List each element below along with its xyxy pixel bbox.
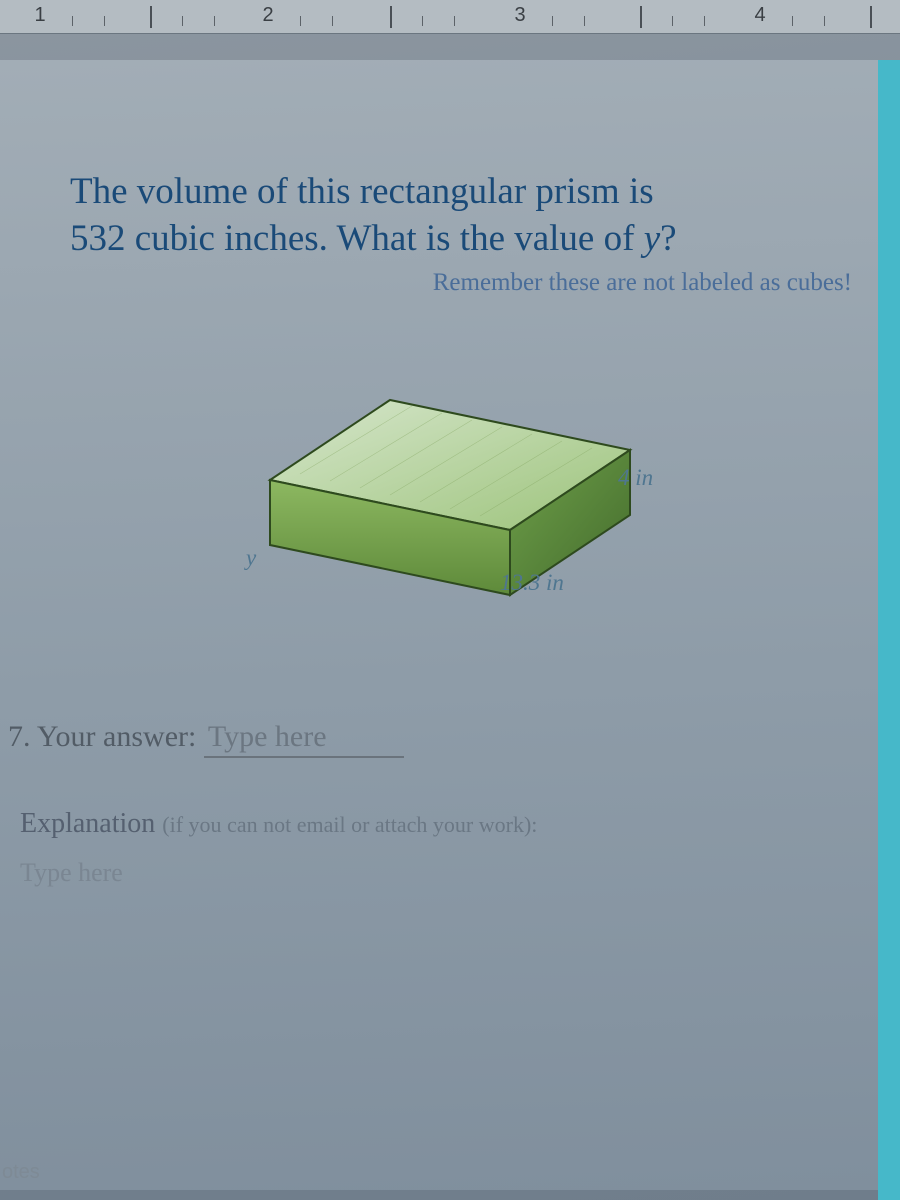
ruler-major-tick [870, 6, 872, 28]
ruler-minor-tick [422, 16, 423, 26]
ruler-track: 1 2 3 4 [0, 0, 900, 33]
ruler-number: 4 [754, 4, 765, 27]
question-variable: y [644, 218, 660, 259]
answer-number: 7. [8, 720, 31, 753]
ruler-major-tick [390, 6, 392, 28]
prism-height-label: y [246, 545, 256, 571]
prism-width-label: 13.3 in [500, 570, 564, 596]
ruler-minor-tick [792, 16, 793, 26]
footer-fragment: otes [2, 1161, 40, 1184]
ruler-number: 2 [262, 4, 273, 27]
ruler-minor-tick [672, 16, 673, 26]
ruler-number: 1 [34, 4, 45, 27]
vertical-scrollbar[interactable] [878, 60, 900, 1200]
answer-input[interactable]: Type here [204, 720, 404, 758]
ruler-minor-tick [72, 16, 73, 26]
answer-prompt: Your answer: [37, 720, 196, 753]
answer-row: 7. Your answer: Type here [8, 720, 748, 758]
prism-depth-label: 4 in [618, 465, 653, 491]
ruler-minor-tick [824, 16, 825, 26]
question-reminder: Remember these are not labeled as cubes! [70, 269, 860, 297]
explanation-row: Explanation (if you can not email or att… [20, 808, 840, 840]
ruler-minor-tick [552, 16, 553, 26]
prism-figure: 4 in 13.3 in y [210, 370, 670, 650]
ruler-minor-tick [182, 16, 183, 26]
ruler-minor-tick [704, 16, 705, 26]
ruler-minor-tick [104, 16, 105, 26]
explanation-label: Explanation [20, 808, 155, 839]
ruler-major-tick [150, 6, 152, 28]
ruler: 1 2 3 4 [0, 0, 900, 34]
ruler-major-tick [640, 6, 642, 28]
question-line2-pre: 532 cubic inches. What is the value of [70, 218, 644, 259]
explanation-hint: (if you can not email or attach your wor… [162, 812, 537, 837]
question-title: The volume of this rectangular prism is … [70, 168, 860, 263]
ruler-number: 3 [514, 4, 525, 27]
prism-svg [210, 370, 670, 650]
ruler-minor-tick [214, 16, 215, 26]
ruler-minor-tick [454, 16, 455, 26]
ruler-minor-tick [332, 16, 333, 26]
document-page: The volume of this rectangular prism is … [0, 60, 878, 1190]
question-line1: The volume of this rectangular prism is [70, 171, 654, 212]
question-line2-post: ? [660, 218, 676, 259]
ruler-minor-tick [300, 16, 301, 26]
explanation-input[interactable]: Type here [20, 858, 123, 888]
question-block: The volume of this rectangular prism is … [70, 168, 860, 297]
ruler-minor-tick [584, 16, 585, 26]
